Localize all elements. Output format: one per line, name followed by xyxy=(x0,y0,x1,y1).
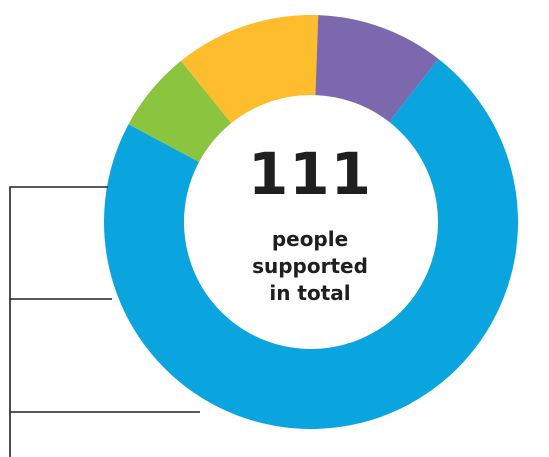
total-caption: people supported in total xyxy=(220,226,400,307)
caption-line-3: in total xyxy=(269,281,351,305)
segment-yellow xyxy=(180,14,319,124)
caption-line-1: people xyxy=(271,227,349,251)
total-count: 111 xyxy=(247,140,373,208)
segment-purple xyxy=(315,15,439,122)
segment-green xyxy=(128,60,232,163)
donut-segments xyxy=(103,14,519,430)
segment-blue xyxy=(103,58,519,430)
legend-leader-lines xyxy=(9,186,200,457)
leader-line-purple xyxy=(9,186,108,457)
caption-line-2: supported xyxy=(252,254,368,278)
